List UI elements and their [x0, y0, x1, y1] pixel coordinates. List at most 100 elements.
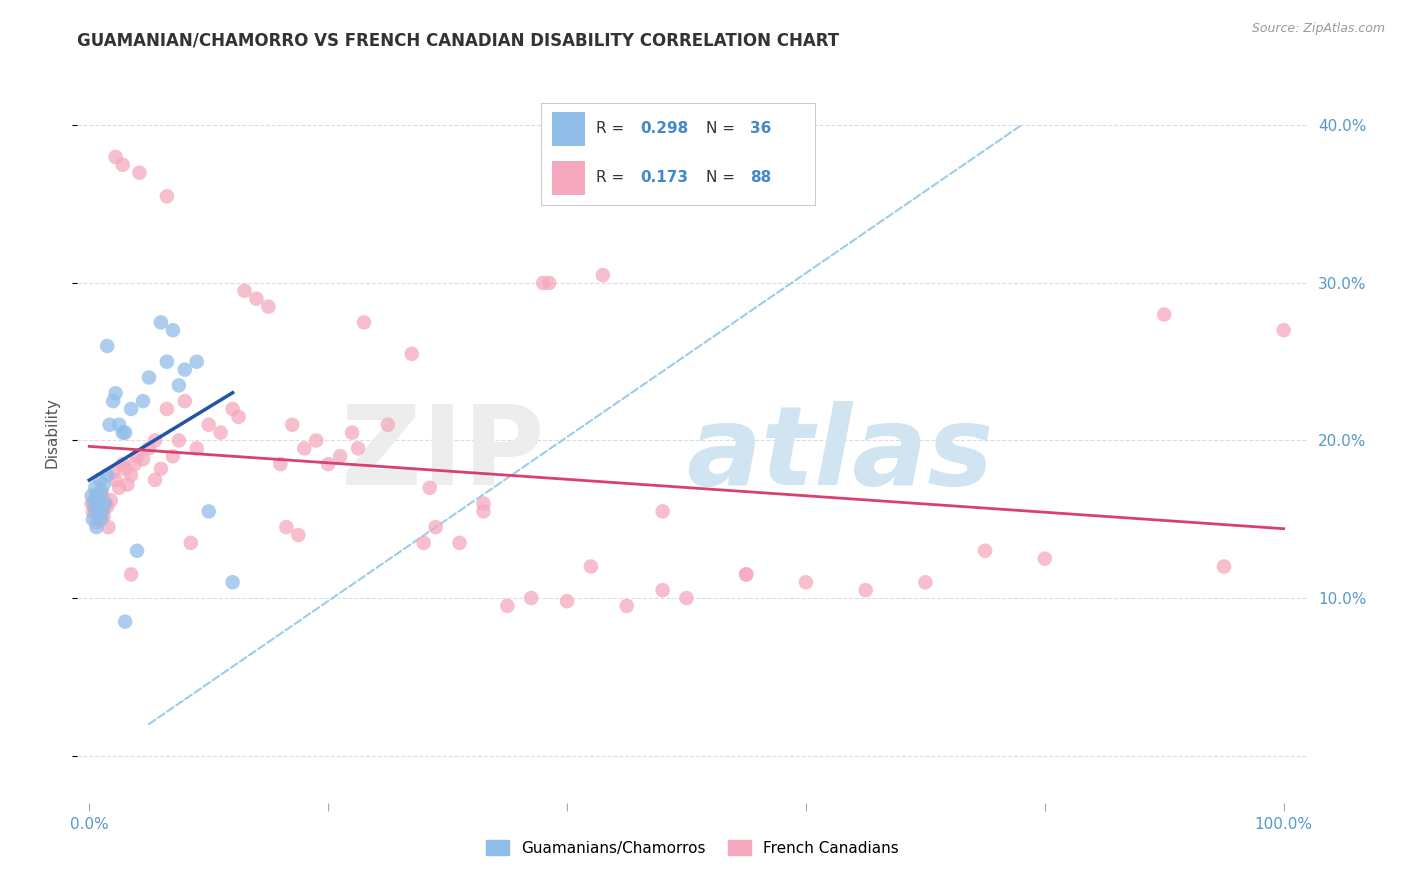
Point	[209, 425, 232, 440]
Point	[120, 402, 142, 417]
Point	[162, 323, 184, 337]
Point	[82, 504, 104, 518]
Point	[104, 150, 127, 164]
Point	[108, 417, 131, 432]
Point	[143, 473, 166, 487]
Point	[101, 394, 124, 409]
Point	[86, 504, 108, 518]
Point	[974, 543, 997, 558]
Y-axis label: Disability: Disability	[44, 397, 59, 468]
Point	[197, 504, 219, 518]
Point	[98, 417, 121, 432]
Point	[735, 567, 758, 582]
Point	[138, 370, 160, 384]
Point	[233, 284, 256, 298]
Point	[377, 417, 399, 432]
Point	[162, 449, 184, 463]
Point	[114, 462, 136, 476]
Point	[108, 481, 131, 495]
Point	[149, 315, 172, 329]
Point	[90, 483, 112, 498]
Point	[132, 452, 155, 467]
Point	[86, 489, 108, 503]
Point	[87, 512, 110, 526]
Point	[138, 442, 160, 456]
Point	[167, 434, 190, 448]
Point	[1033, 551, 1056, 566]
Point	[84, 493, 107, 508]
Point	[245, 292, 267, 306]
Point	[276, 520, 298, 534]
Point	[149, 462, 172, 476]
Text: GUAMANIAN/CHAMORRO VS FRENCH CANADIAN DISABILITY CORRELATION CHART: GUAMANIAN/CHAMORRO VS FRENCH CANADIAN DI…	[77, 31, 839, 49]
Point	[83, 496, 105, 510]
Point	[132, 394, 155, 409]
Point	[472, 496, 495, 510]
Point	[128, 166, 150, 180]
Point	[496, 599, 519, 613]
Point	[94, 496, 117, 510]
Bar	[553, 161, 585, 194]
Point	[914, 575, 936, 590]
Point	[449, 536, 471, 550]
Text: 88: 88	[749, 170, 770, 186]
Point	[80, 496, 103, 510]
Point	[90, 489, 112, 503]
Text: 36: 36	[749, 121, 770, 136]
Point	[401, 347, 423, 361]
Point	[257, 300, 280, 314]
Point	[340, 425, 363, 440]
Point	[555, 594, 578, 608]
Point	[117, 477, 139, 491]
Point	[104, 473, 127, 487]
Text: ZIP: ZIP	[342, 401, 546, 508]
Point	[96, 339, 118, 353]
Text: R =: R =	[596, 170, 624, 186]
Point	[579, 559, 602, 574]
Point	[87, 493, 110, 508]
Point	[167, 378, 190, 392]
Point	[111, 158, 134, 172]
Text: 0.298: 0.298	[640, 121, 689, 136]
Point	[425, 520, 447, 534]
Point	[412, 536, 434, 550]
Point	[221, 402, 243, 417]
Point	[143, 434, 166, 448]
Point	[651, 504, 673, 518]
Point	[855, 583, 877, 598]
Point	[90, 504, 112, 518]
Point	[173, 362, 195, 376]
Point	[472, 504, 495, 518]
Point	[616, 599, 638, 613]
Point	[120, 567, 142, 582]
Point	[531, 276, 554, 290]
Point	[329, 449, 352, 463]
Text: N =: N =	[706, 170, 735, 186]
Text: 0.173: 0.173	[640, 170, 688, 186]
Point	[186, 355, 208, 369]
Point	[1153, 308, 1175, 322]
Point	[156, 402, 179, 417]
Point	[100, 493, 122, 508]
Text: Source: ZipAtlas.com: Source: ZipAtlas.com	[1251, 22, 1385, 36]
Point	[114, 425, 136, 440]
Point	[735, 567, 758, 582]
Point	[292, 442, 315, 456]
Point	[83, 500, 105, 514]
Point	[1213, 559, 1236, 574]
Point	[305, 434, 328, 448]
Point	[91, 504, 114, 518]
Point	[180, 536, 202, 550]
Point	[94, 496, 117, 510]
Point	[89, 473, 111, 487]
Point	[125, 543, 148, 558]
Point	[419, 481, 441, 495]
Point	[114, 615, 136, 629]
Point	[287, 528, 309, 542]
Point	[90, 512, 112, 526]
Point	[84, 481, 107, 495]
Point	[86, 520, 108, 534]
Point	[1272, 323, 1295, 337]
Point	[173, 394, 195, 409]
Text: N =: N =	[706, 121, 735, 136]
